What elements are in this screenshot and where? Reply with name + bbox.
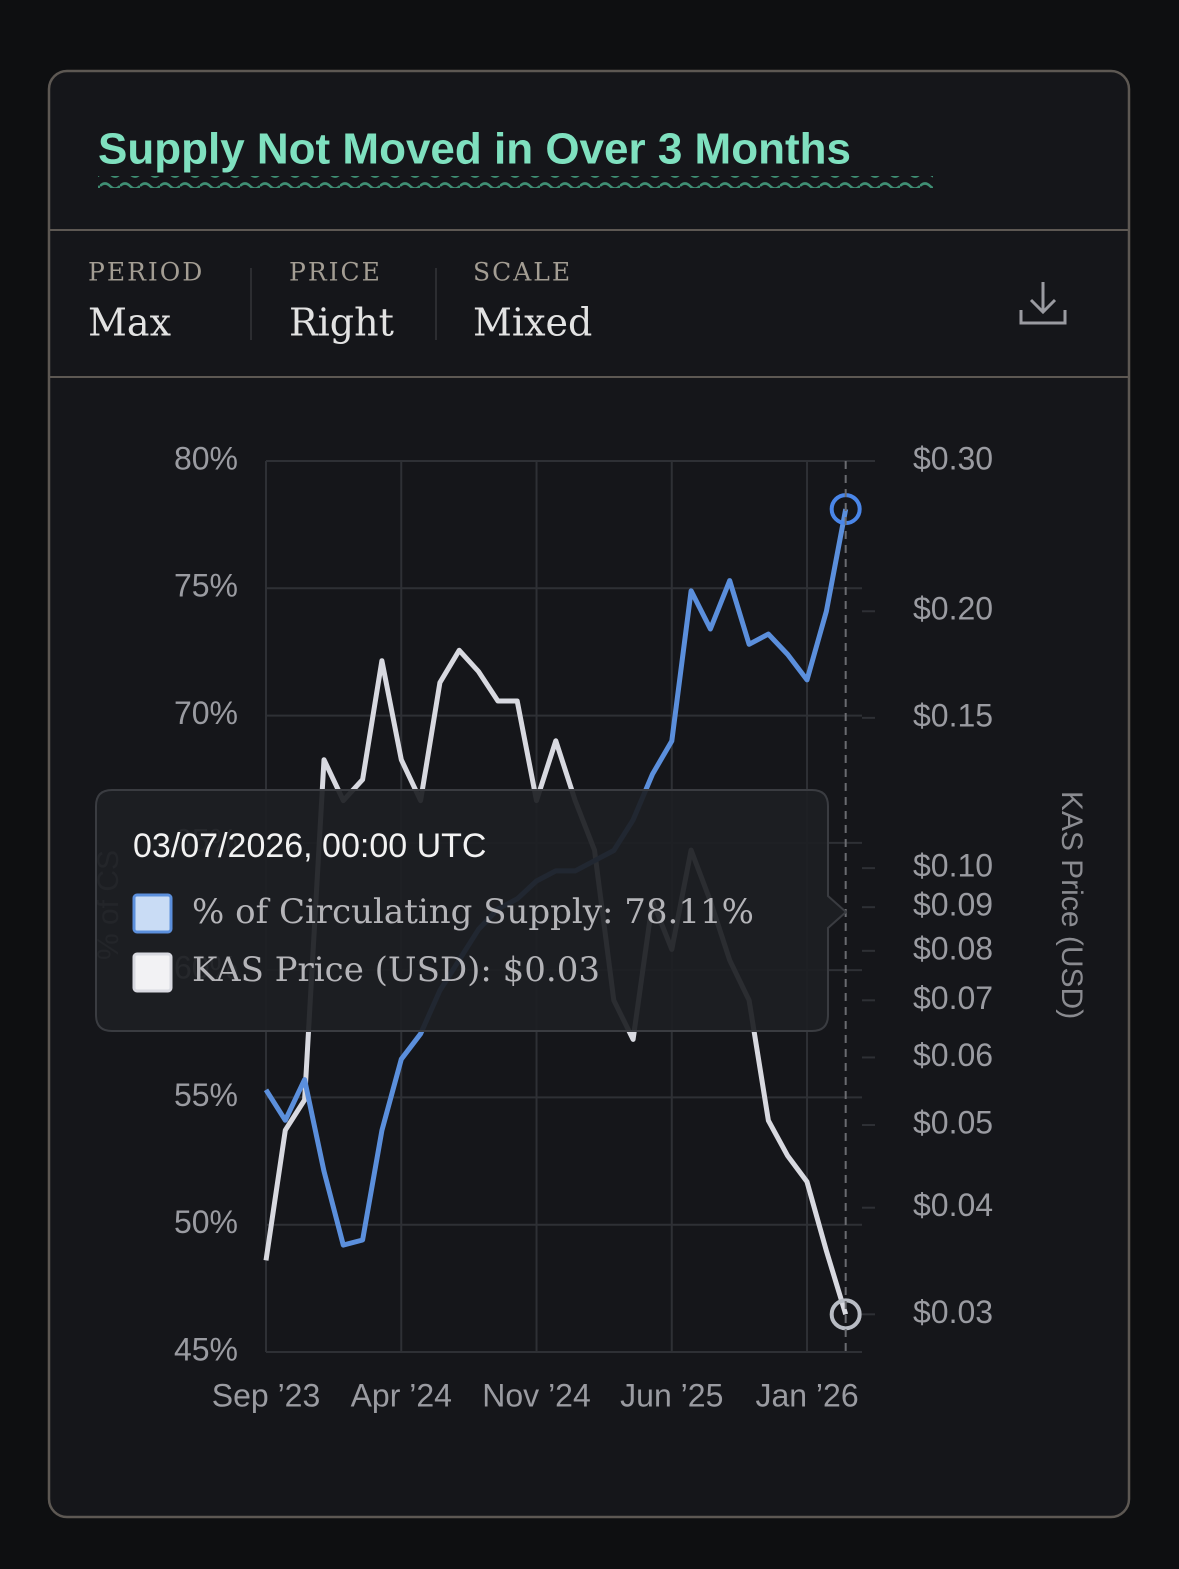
title: Supply Not Moved in Over 3 Months — [98, 125, 851, 174]
y2-tick-label: $0.09 — [913, 887, 993, 923]
y2-tick-label: $0.30 — [913, 440, 993, 476]
y-tick-label: 45% — [174, 1331, 238, 1367]
tooltip-value: 78.11% — [624, 892, 754, 932]
tooltip-item: KAS Price (USD): $0.03 — [192, 950, 600, 990]
x-tick-label: Apr ’24 — [351, 1377, 452, 1413]
y2-tick-label: $0.20 — [913, 591, 993, 627]
y2-tick-label: $0.03 — [913, 1294, 993, 1330]
control-label: PRICE — [289, 258, 382, 287]
hover-point — [829, 1298, 862, 1331]
download-button[interactable] — [1019, 282, 1067, 325]
control-label: PERIOD — [88, 258, 204, 287]
y-tick-label: 50% — [174, 1204, 238, 1240]
title-underline — [98, 176, 933, 188]
control-value[interactable]: Right — [289, 301, 394, 345]
x-tick-label: Sep ’23 — [212, 1377, 321, 1413]
x-tick-label: Jan ’26 — [755, 1377, 858, 1413]
y-tick-label: 55% — [174, 1077, 238, 1113]
x-tick-label: Nov ’24 — [482, 1377, 591, 1413]
tooltip-title: 03/07/2026, 00:00 UTC — [133, 827, 486, 865]
y2-tick-label: $0.10 — [913, 848, 993, 884]
control-value[interactable]: Max — [88, 301, 171, 345]
tooltip-item: % of Circulating Supply: 78.11% — [192, 892, 754, 932]
y-tick-label: 75% — [174, 568, 238, 604]
y-tick-label: 70% — [174, 695, 238, 731]
y2-tick-label: $0.05 — [913, 1104, 993, 1140]
y2-tick-label: $0.04 — [913, 1187, 993, 1223]
tooltip-swatch — [132, 893, 173, 934]
y2-tick-label: $0.15 — [913, 697, 993, 733]
controls: PERIOD Max PRICE Right SCALE Mixed — [88, 258, 1067, 345]
y2-tick-label: $0.07 — [913, 980, 993, 1016]
control-value[interactable]: Mixed — [473, 301, 592, 345]
tooltip-series: % of Circulating Supply — [192, 892, 603, 932]
plot: 45%50%55%60%65%70%75%80%$0.30$0.20$0.15$… — [92, 440, 1088, 1413]
y-tick-label: 80% — [174, 440, 238, 476]
control-label: SCALE — [473, 258, 572, 287]
tooltip-swatch — [132, 952, 173, 993]
y2-tick-label: $0.06 — [913, 1037, 993, 1073]
y2-tick-label: $0.08 — [913, 930, 993, 966]
tooltip-value: $0.03 — [503, 950, 600, 990]
x-tick-label: Jun ’25 — [620, 1377, 723, 1413]
tooltip: 03/07/2026, 00:00 UTC % of Circulating S… — [95, 789, 848, 1032]
y2-axis-title: KAS Price (USD) — [1055, 791, 1088, 1019]
tooltip-series: KAS Price (USD) — [192, 950, 480, 990]
